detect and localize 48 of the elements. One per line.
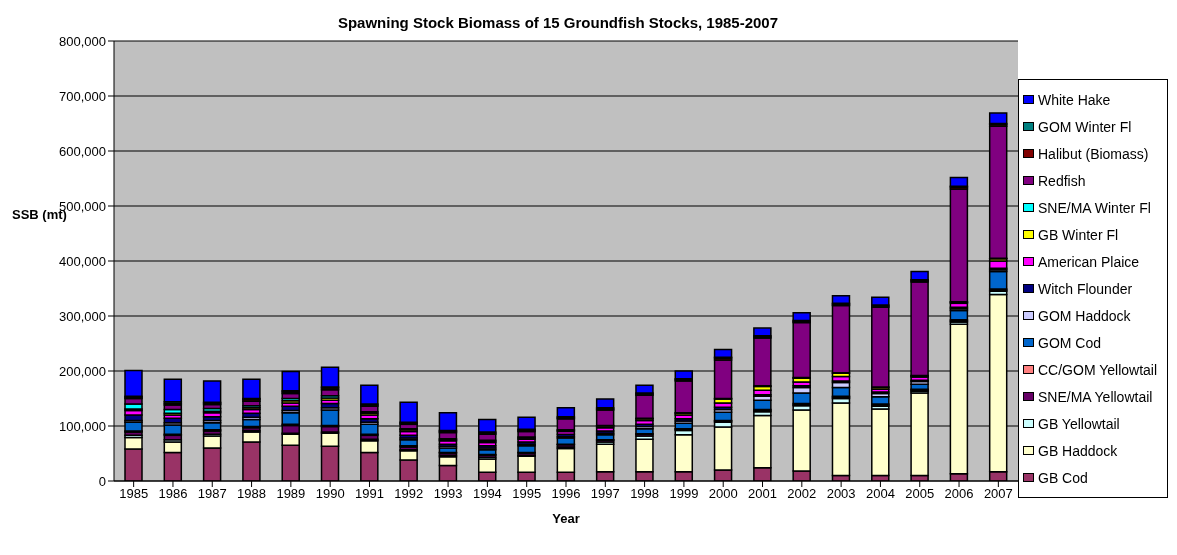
- legend-label: GB Cod: [1038, 469, 1088, 486]
- x-tick-label: 1996: [551, 486, 581, 502]
- x-tick-label: 1990: [315, 486, 345, 502]
- y-tick-label: 300,000: [59, 308, 106, 324]
- legend-label: CC/GOM Yellowtail: [1038, 361, 1158, 378]
- x-tick-label: 1993: [433, 486, 463, 502]
- legend-label: GB Yellowtail: [1038, 415, 1120, 432]
- x-tick-label: 1987: [197, 486, 227, 502]
- legend-label: GB Winter Fl: [1038, 226, 1119, 243]
- x-tick-label: 1991: [355, 486, 384, 502]
- x-tick-label: 1988: [237, 486, 267, 502]
- legend-label: GOM Cod: [1038, 334, 1102, 351]
- y-tick-label: 800,000: [59, 33, 106, 49]
- x-tick-label: 2007: [983, 486, 1013, 502]
- x-tick-label: 2001: [748, 486, 777, 502]
- x-tick-label: 2006: [944, 486, 974, 502]
- x-tick-label: 1998: [630, 486, 660, 502]
- x-tick-label: 1999: [669, 486, 699, 502]
- legend-label: GOM Winter Fl: [1038, 118, 1132, 135]
- chart-title: Spawning Stock Biomass of 15 Groundfish Stocks, 1985-2007: [336, 14, 780, 31]
- x-tick-label: 1986: [158, 486, 188, 502]
- legend-label: White Hake: [1038, 91, 1111, 108]
- y-tick-label: 700,000: [59, 88, 106, 104]
- x-tick-label: 2005: [905, 486, 935, 502]
- x-tick-label: 1985: [119, 486, 149, 502]
- x-tick-label: 1994: [472, 486, 502, 502]
- legend-label: GB Haddock: [1038, 442, 1118, 459]
- x-tick-label: 1997: [590, 486, 620, 502]
- x-tick-label: 1995: [512, 486, 542, 502]
- legend-label: SNE/MA Winter Fl: [1038, 199, 1151, 216]
- x-tick-label: 2000: [708, 486, 738, 502]
- x-tick-label: 1989: [276, 486, 306, 502]
- y-tick-label: 0: [98, 473, 106, 489]
- legend-label: American Plaice: [1038, 253, 1140, 270]
- y-tick-label: 600,000: [59, 143, 106, 159]
- y-tick-label: 200,000: [59, 363, 106, 379]
- x-tick-label: 2002: [787, 486, 817, 502]
- legend-label: GOM Haddock: [1038, 307, 1131, 324]
- x-tick-label: 2004: [865, 486, 895, 502]
- y-tick-label: 100,000: [59, 418, 106, 434]
- x-axis-title: Year: [551, 511, 581, 526]
- x-tick-label: 1992: [394, 486, 424, 502]
- x-tick-label: 2003: [826, 486, 856, 502]
- legend-label: SNE/MA Yellowtail: [1038, 388, 1153, 405]
- legend-label: Halibut (Biomass): [1038, 145, 1149, 162]
- y-tick-label: 400,000: [59, 253, 106, 269]
- legend-label: Witch Flounder: [1038, 280, 1133, 297]
- legend-label: Redfish: [1038, 172, 1086, 189]
